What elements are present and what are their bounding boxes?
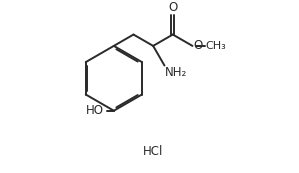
Text: O: O (193, 39, 202, 52)
Text: O: O (168, 1, 177, 14)
Text: NH₂: NH₂ (165, 66, 187, 79)
Text: HO: HO (86, 104, 104, 117)
Text: HCl: HCl (142, 145, 163, 158)
Text: CH₃: CH₃ (205, 41, 226, 51)
